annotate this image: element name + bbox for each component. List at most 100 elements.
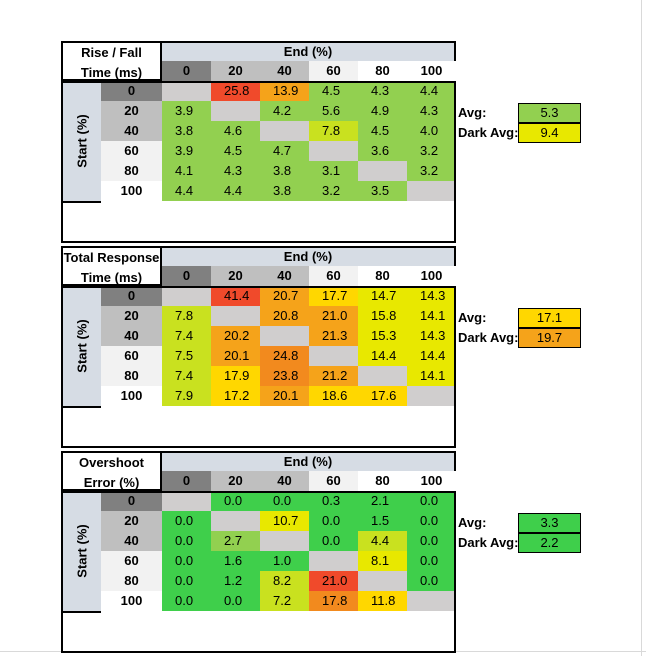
row-header: 100 — [101, 591, 162, 611]
start-axis-header: Start (%) — [61, 491, 101, 613]
data-cell: 4.3 — [211, 161, 260, 181]
dark-avg-value: 9.4 — [518, 123, 581, 143]
row-header: 60 — [101, 346, 162, 366]
data-cell: 3.8 — [260, 161, 309, 181]
data-cell: 14.4 — [407, 346, 456, 366]
row-header: 0 — [101, 81, 162, 101]
avg-label: Avg: — [458, 515, 487, 530]
data-cell: 3.9 — [162, 141, 211, 161]
column-header: 60 — [309, 471, 358, 491]
table-title-line: Overshoot — [78, 455, 144, 470]
data-cell: 4.9 — [358, 101, 407, 121]
column-header: 100 — [407, 266, 456, 286]
data-cell: 7.9 — [162, 386, 211, 406]
column-header: 20 — [211, 471, 260, 491]
avg-value: 3.3 — [518, 513, 581, 533]
column-header: 80 — [358, 471, 407, 491]
avg-label: Avg: — [458, 310, 487, 325]
diagonal-cell — [358, 366, 407, 386]
data-cell: 11.8 — [358, 591, 407, 611]
row-header: 40 — [101, 121, 162, 141]
diagonal-cell — [162, 286, 211, 306]
data-cell: 20.2 — [211, 326, 260, 346]
diagonal-cell — [309, 141, 358, 161]
table-title: Rise / Fall Time (ms) — [61, 41, 162, 81]
end-axis-header: End (%) — [162, 41, 456, 61]
diagonal-cell — [162, 81, 211, 101]
data-cell: 4.6 — [211, 121, 260, 141]
data-cell: 14.7 — [358, 286, 407, 306]
data-cell: 7.4 — [162, 366, 211, 386]
row-header: 20 — [101, 101, 162, 121]
row-header: 40 — [101, 326, 162, 346]
diagonal-cell — [358, 161, 407, 181]
column-header: 80 — [358, 61, 407, 81]
column-header: 0 — [162, 471, 211, 491]
data-cell: 21.0 — [309, 571, 358, 591]
diagonal-cell — [211, 101, 260, 121]
data-cell: 14.1 — [407, 306, 456, 326]
data-cell: 20.1 — [260, 386, 309, 406]
data-cell: 5.6 — [309, 101, 358, 121]
data-cell: 1.0 — [260, 551, 309, 571]
row-header: 80 — [101, 161, 162, 181]
data-cell: 0.0 — [162, 531, 211, 551]
table-title-line: Time (ms) — [80, 65, 143, 80]
data-cell: 0.3 — [309, 491, 358, 511]
row-header: 100 — [101, 181, 162, 201]
table-title-line: Time (ms) — [80, 270, 143, 285]
column-header: 40 — [260, 61, 309, 81]
data-cell: 3.2 — [407, 161, 456, 181]
data-cell: 0.0 — [162, 511, 211, 531]
column-header: 0 — [162, 266, 211, 286]
column-header: 0 — [162, 61, 211, 81]
row-header: 0 — [101, 491, 162, 511]
data-cell: 0.0 — [309, 511, 358, 531]
table-title-line: Rise / Fall — [81, 45, 142, 60]
data-cell: 1.2 — [211, 571, 260, 591]
data-cell: 2.1 — [358, 491, 407, 511]
dark-avg-value: 19.7 — [518, 328, 581, 348]
diagonal-cell — [211, 306, 260, 326]
data-cell: 4.4 — [162, 181, 211, 201]
data-cell: 14.1 — [407, 366, 456, 386]
data-cell: 23.8 — [260, 366, 309, 386]
data-cell: 0.0 — [211, 491, 260, 511]
row-header: 100 — [101, 386, 162, 406]
data-cell: 20.1 — [211, 346, 260, 366]
data-cell: 4.5 — [358, 121, 407, 141]
column-header: 40 — [260, 471, 309, 491]
diagonal-cell — [162, 491, 211, 511]
dark-avg-label: Dark Avg: — [458, 330, 519, 345]
data-cell: 17.2 — [211, 386, 260, 406]
start-axis-header: Start (%) — [61, 81, 101, 203]
diagonal-cell — [358, 571, 407, 591]
data-cell: 10.7 — [260, 511, 309, 531]
row-header: 60 — [101, 551, 162, 571]
data-cell: 3.8 — [162, 121, 211, 141]
diagonal-cell — [260, 121, 309, 141]
page-edge-bottom — [0, 651, 646, 652]
data-cell: 4.3 — [407, 101, 456, 121]
data-cell: 7.8 — [162, 306, 211, 326]
data-cell: 3.6 — [358, 141, 407, 161]
data-cell: 2.7 — [211, 531, 260, 551]
row-header: 0 — [101, 286, 162, 306]
data-cell: 24.8 — [260, 346, 309, 366]
data-cell: 18.6 — [309, 386, 358, 406]
data-cell: 7.2 — [260, 591, 309, 611]
column-header: 100 — [407, 471, 456, 491]
table-title-line: Error (%) — [83, 475, 140, 490]
data-cell: 3.9 — [162, 101, 211, 121]
row-header: 80 — [101, 571, 162, 591]
data-cell: 21.3 — [309, 326, 358, 346]
data-cell: 0.0 — [260, 491, 309, 511]
data-cell: 15.3 — [358, 326, 407, 346]
avg-label: Avg: — [458, 105, 487, 120]
data-cell: 41.4 — [211, 286, 260, 306]
data-cell: 4.2 — [260, 101, 309, 121]
column-header: 80 — [358, 266, 407, 286]
data-cell: 20.7 — [260, 286, 309, 306]
data-cell: 7.8 — [309, 121, 358, 141]
data-cell: 14.3 — [407, 286, 456, 306]
